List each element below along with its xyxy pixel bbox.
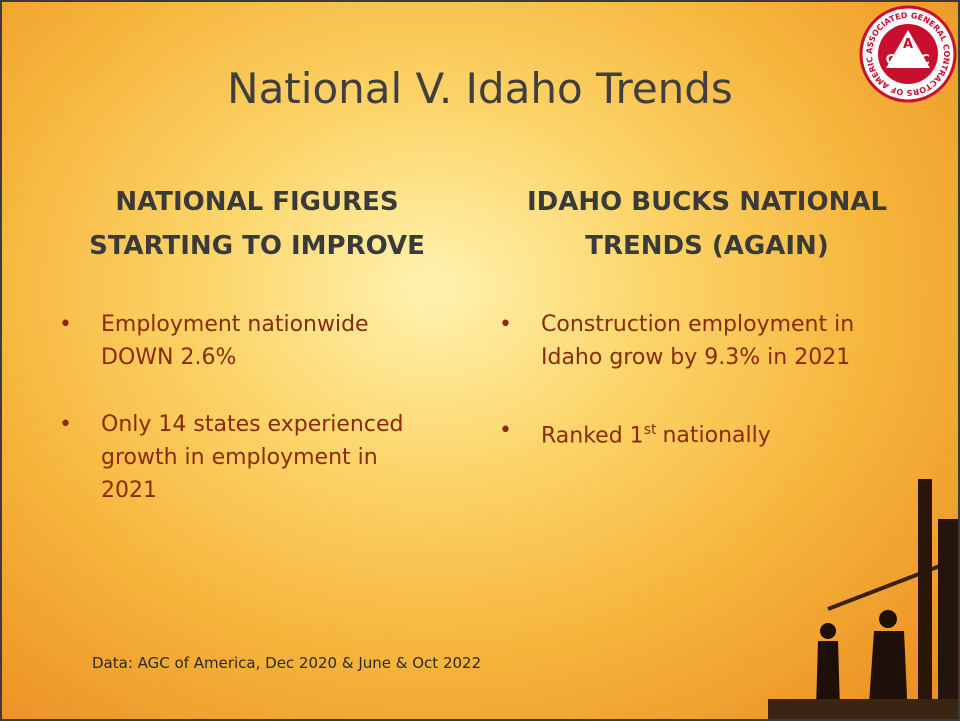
workers-silhouette [768,459,958,719]
bullet: Ranked 1st nationally [497,414,901,452]
logo-letter: A [903,37,913,52]
slide: National V. Idaho Trends ASSOCIATED GENE… [0,0,960,721]
column-heading: NATIONAL FIGURES STARTING TO IMPROVE [57,180,457,268]
column: IDAHO BUCKS NATIONAL TRENDS (AGAIN) Cons… [497,180,917,486]
heading-line: IDAHO BUCKS NATIONAL [497,180,917,224]
agc-logo: ASSOCIATED GENERAL CONTRACTORS OF AMERIC… [858,4,958,104]
superscript: st [644,422,657,438]
heading-line: TRENDS (AGAIN) [497,224,917,268]
logo-letter: C [920,53,930,68]
heading-line: STARTING TO IMPROVE [57,224,457,268]
bullet: Employment nationwide DOWN 2.6% [57,308,421,374]
bullet-text: Ranked 1 [541,423,644,448]
bullet: Only 14 states experienced growth in emp… [57,408,421,507]
slide-title: National V. Idaho Trends [2,64,958,113]
bullet-text: nationally [662,423,770,448]
logo-letter: G [886,53,897,68]
heading-line: NATIONAL FIGURES [57,180,457,224]
bullet-list: Employment nationwide DOWN 2.6% Only 14 … [57,308,457,507]
source-note: Data: AGC of America, Dec 2020 & June & … [92,654,481,672]
column: NATIONAL FIGURES STARTING TO IMPROVE Emp… [57,180,457,541]
bullet: Construction employment in Idaho grow by… [497,308,861,374]
column-heading: IDAHO BUCKS NATIONAL TRENDS (AGAIN) [497,180,917,268]
bullet-list: Construction employment in Idaho grow by… [497,308,917,452]
